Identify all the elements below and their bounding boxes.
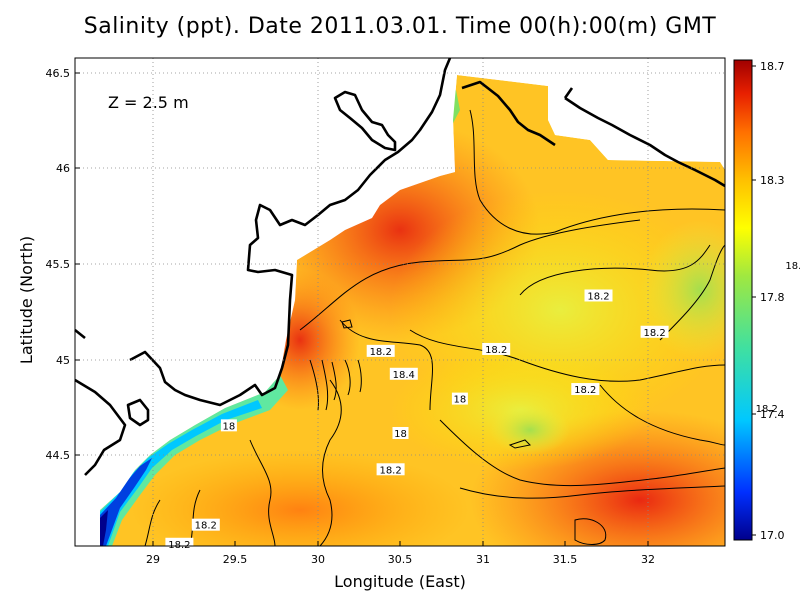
- y-tick-label: 46.5: [46, 67, 71, 80]
- contour-label-bg: [389, 367, 418, 380]
- low-salinity-center: [490, 405, 570, 455]
- contour-label-text: 18.2: [485, 345, 507, 356]
- x-tick-label: 30: [311, 553, 325, 566]
- contour-label-bg: [640, 325, 669, 338]
- contour-label-bg: [366, 344, 395, 357]
- coastline: [74, 57, 726, 476]
- colorbar-scale: [733, 59, 753, 541]
- contour-label: 18.2: [571, 383, 600, 396]
- contour-label-text: 18.2: [370, 347, 392, 358]
- low-salinity-east: [640, 220, 725, 360]
- contour-label-bg: [482, 342, 511, 355]
- contour-label-text: 18.2: [195, 521, 217, 532]
- colorbar: 18.7 18.3 17.8 17.4 17.0: [733, 59, 785, 542]
- x-tick-labels: 29 29.5 30 30.5 31 31.5 32: [146, 553, 655, 566]
- coastal-plume-green: [100, 375, 288, 546]
- contour-label-bg: [752, 402, 781, 415]
- contour-label: 18.4: [389, 367, 418, 381]
- contour-labels: 18.2 18.4 18 18.2 18.2 18 18.2 18.2 18.2 18.4 18.2…: [165, 258, 800, 551]
- contour-label: 18: [392, 426, 409, 440]
- y-axis-title: Latitude (North): [17, 236, 36, 364]
- contour-label-text: 18: [223, 421, 236, 432]
- contour-label: 18.2: [191, 518, 220, 532]
- x-axis-ticks: [152, 541, 649, 546]
- x-tick-label: 31.5: [553, 553, 578, 566]
- contour-label: 18.4: [782, 258, 800, 272]
- colorbar-tick-label: 17.8: [760, 291, 785, 304]
- contour-label: 18: [451, 392, 468, 406]
- contour-label-bg: [191, 518, 220, 531]
- contour-label: 18.2: [376, 463, 405, 476]
- contour-label-bg: [165, 537, 194, 550]
- contour-label-text: 18: [394, 429, 407, 440]
- x-axis-title: Longitude (East): [334, 572, 466, 591]
- contour-label-text: 18.4: [393, 370, 415, 381]
- contour-label-text: 18.2: [574, 385, 596, 396]
- y-tick-label: 45: [56, 354, 70, 367]
- y-tick-label: 44.5: [46, 449, 71, 462]
- map-title: Salinity (ppt). Date 2011.03.01. Time 00…: [83, 14, 717, 39]
- colorbar-tick-label: 18.7: [760, 60, 785, 73]
- depth-label: Z = 2.5 m: [108, 93, 189, 112]
- high-salinity-sw: [130, 450, 470, 546]
- coastal-plume-darkblue: [100, 510, 108, 546]
- contour-label-bg: [392, 426, 409, 439]
- coastal-plume-blue: [100, 458, 152, 546]
- contour-label-text: 18: [454, 395, 467, 406]
- contour-label-bg: [571, 383, 600, 396]
- contour-label-bg: [782, 258, 800, 271]
- grid-lines: [75, 58, 725, 546]
- contour-label-text: 18.2: [643, 328, 665, 339]
- contour-label: 18.2: [584, 289, 613, 302]
- contour-label: 18.2: [640, 325, 669, 339]
- colorbar-tick-label: 17.4: [760, 408, 785, 421]
- contour-label-bg: [376, 463, 405, 476]
- y-tick-label: 45.5: [46, 258, 71, 271]
- colorbar-tick-label: 18.3: [760, 174, 785, 187]
- contour-label-bg: [584, 289, 613, 302]
- colorbar-tick-label: 17.0: [760, 529, 785, 542]
- x-tick-label: 31: [476, 553, 490, 566]
- contour-label: 18.2: [752, 402, 781, 415]
- y-tick-labels: 46.5 46 45.5 45 44.5: [46, 67, 71, 462]
- contour-label-bg: [451, 392, 468, 405]
- y-tick-label: 46: [56, 162, 70, 175]
- x-tick-label: 30.5: [388, 553, 413, 566]
- contour-label: 18.2: [165, 537, 194, 551]
- contour-label-text: 18.2: [587, 291, 609, 302]
- y-axis-ticks: [75, 72, 80, 456]
- contour-label: 18: [220, 419, 237, 432]
- contour-lines: [144, 109, 726, 547]
- contour-label-bg: [220, 419, 237, 432]
- x-tick-label: 29.5: [223, 553, 248, 566]
- contour-label: 18.2: [482, 342, 511, 356]
- contour-label-text: 18.2: [756, 404, 778, 415]
- contour-label-text: 18.2: [379, 465, 401, 476]
- land-area: [75, 58, 725, 546]
- contour-label-text: 18.2: [168, 540, 190, 551]
- contour-label: 18.2: [366, 344, 395, 358]
- x-tick-label: 32: [641, 553, 655, 566]
- x-tick-label: 29: [146, 553, 160, 566]
- contour-label-text: 18.4: [785, 261, 800, 272]
